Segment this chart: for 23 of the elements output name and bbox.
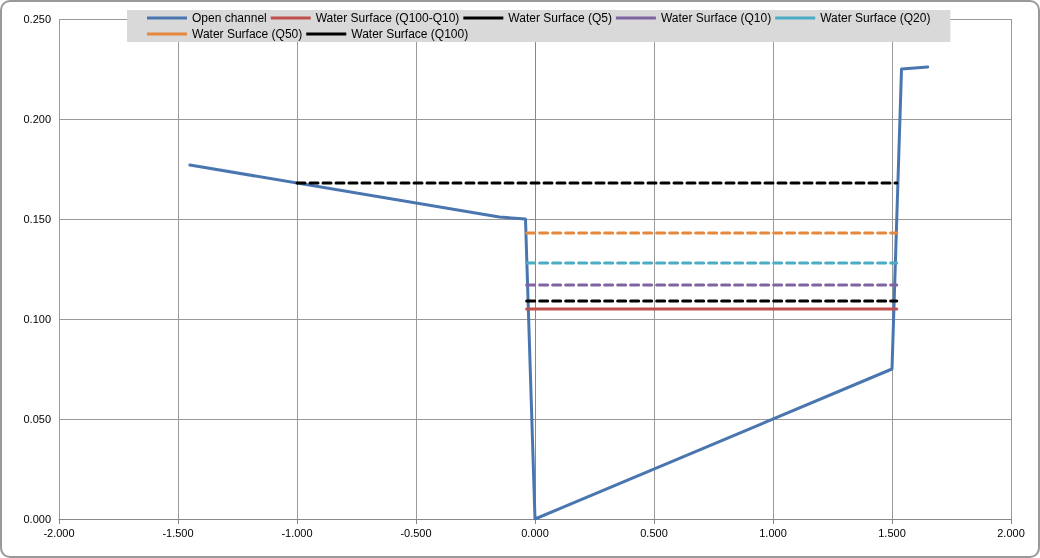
line-series [188, 65, 930, 521]
y-tick-label: 0.100 [23, 313, 51, 325]
legend-label: Water Surface (Q50) [192, 27, 303, 41]
y-tick-label: 0.150 [23, 213, 51, 225]
y-tick-label: 0.000 [23, 513, 51, 525]
legend-label: Water Surface (Q10) [660, 11, 772, 25]
x-tick-label: 0.000 [521, 526, 549, 539]
legend-label: Water Surface (Q5) [508, 11, 612, 25]
x-tick-label: 1.500 [878, 526, 906, 539]
legend-label: Open channel [192, 11, 267, 25]
y-tick-label: 0.050 [23, 413, 51, 425]
x-tick-label: -1.500 [162, 526, 194, 539]
x-tick-label: 2.000 [997, 526, 1025, 539]
x-tick-label: -1.000 [281, 526, 313, 539]
x-tick-label: 1.000 [759, 526, 787, 539]
x-tick-label: -2.000 [43, 526, 75, 539]
x-tick-label: -0.500 [400, 526, 432, 539]
y-tick-label: 0.200 [23, 113, 51, 125]
legend-label: Water Surface (Q100) [351, 27, 469, 41]
legend-label: Water Surface (Q100-Q10) [315, 11, 460, 25]
x-tick-label: 0.500 [640, 526, 668, 539]
y-tick-label: 0.250 [23, 13, 51, 25]
legend-label: Water Surface (Q20) [820, 11, 931, 25]
